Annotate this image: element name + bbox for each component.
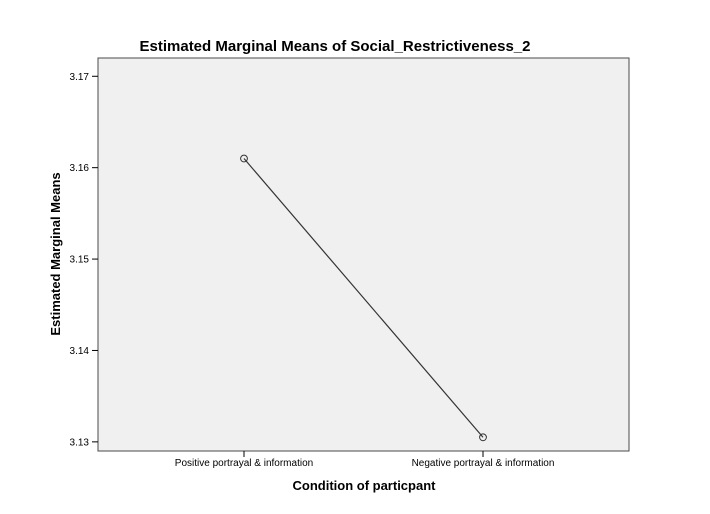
y-axis-tick-label: 3.17 bbox=[70, 72, 90, 83]
y-axis-tick-label: 3.15 bbox=[70, 255, 90, 266]
x-axis-label: Condition of particpant bbox=[293, 478, 437, 493]
series-layer bbox=[240, 154, 487, 442]
plot-area bbox=[97, 57, 630, 452]
y-axis: 3.13 3.14 3.15 3.16 3.17 bbox=[70, 72, 98, 448]
chart-title: Estimated Marginal Means of Social_Restr… bbox=[140, 38, 531, 55]
x-axis-tick-label: Positive portrayal & information bbox=[175, 458, 313, 469]
series-line bbox=[243, 158, 484, 438]
y-axis-tick-label: 3.14 bbox=[70, 346, 90, 357]
data-point bbox=[479, 433, 487, 442]
y-axis-tick-label: 3.16 bbox=[70, 163, 90, 174]
y-axis-tick-label: 3.13 bbox=[70, 437, 90, 448]
x-axis-tick-label: Negative portrayal & information bbox=[412, 458, 555, 469]
x-axis: Positive portrayal & information Negative… bbox=[175, 451, 555, 469]
y-axis-label: Estimated Marginal Means bbox=[48, 172, 63, 335]
data-point bbox=[240, 154, 248, 163]
